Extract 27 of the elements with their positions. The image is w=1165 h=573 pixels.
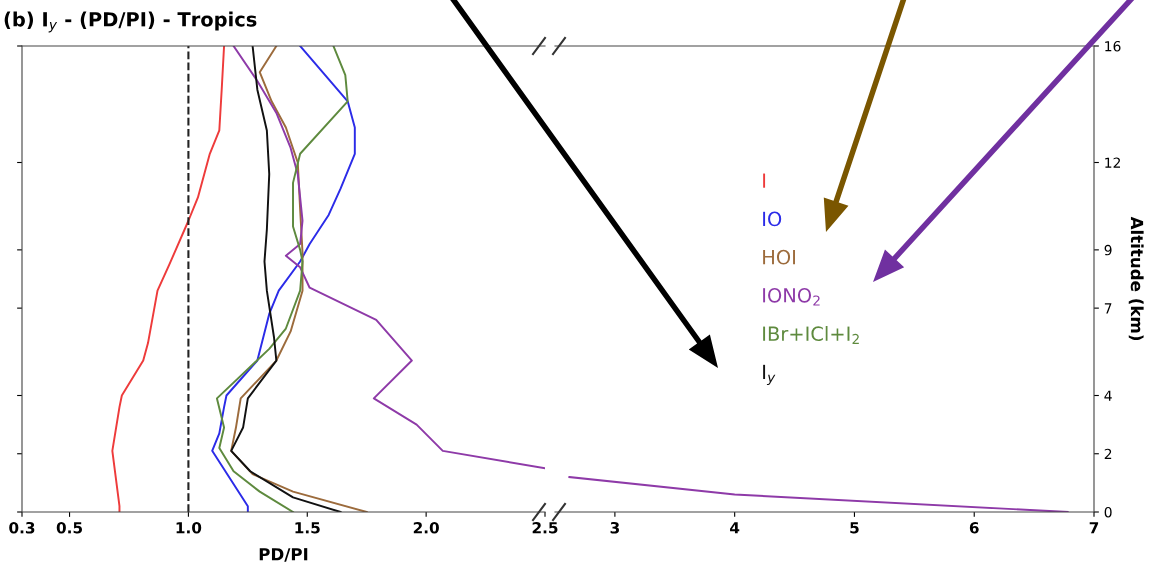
y-tick-label: 2 (1104, 448, 1112, 460)
x-tick-label: 5 (850, 522, 859, 534)
y-tick-label: 9 (1104, 244, 1112, 256)
y-tick-label: 0 (1104, 506, 1112, 518)
text: IO (763, 211, 782, 227)
y-tick-label: 16 (1105, 40, 1121, 52)
y-tick-label: 7 (1104, 303, 1112, 314)
text: IBr+ICl+I$_{2}$ (763, 325, 859, 344)
y-axis-title: Altitude (km) (1128, 216, 1144, 340)
x-axis-title: PD/PI (259, 548, 308, 562)
text: HOI (763, 249, 795, 265)
text: I$_{y}$ (763, 364, 776, 386)
x-tick-label: 2.5 (532, 521, 558, 534)
x-tick-label: 6 (969, 522, 979, 534)
chart-title: (b) I$_{y}$ - (PD/PI) - Tropics (4, 11, 257, 33)
x-tick-label: 3 (610, 521, 619, 534)
x-tick-label: 0.5 (56, 521, 83, 534)
x-tick-label: 4 (730, 522, 740, 534)
text: I (763, 173, 766, 188)
x-tick-label: 7 (1089, 522, 1099, 534)
x-tick-label: 1.5 (295, 522, 320, 534)
text: IONO$_{2}$ (763, 287, 820, 306)
y-tick-label: 4 (1104, 390, 1112, 401)
x-tick-label: 0.3 (9, 521, 35, 534)
y-tick-label: 12 (1105, 157, 1120, 168)
x-tick-label: 1.0 (176, 521, 202, 534)
x-tick-label: 2.0 (413, 521, 439, 534)
